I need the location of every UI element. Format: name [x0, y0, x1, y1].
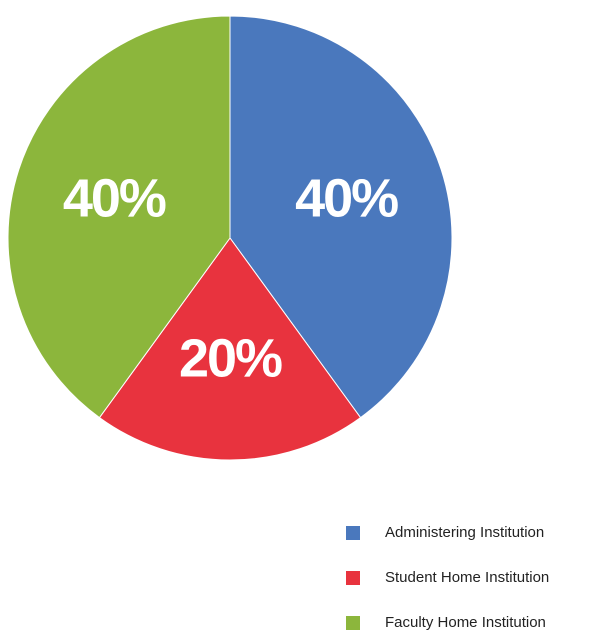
legend-label: Faculty Home Institution: [385, 614, 546, 631]
slice-label: 20%: [179, 328, 282, 388]
legend-label: Administering Institution: [385, 524, 544, 541]
legend-swatch: [346, 526, 360, 540]
pie-slice: [229, 15, 453, 419]
legend-swatch: [346, 616, 360, 630]
legend-swatch: [346, 571, 360, 585]
legend-label: Student Home Institution: [385, 569, 549, 586]
slice-label: 40%: [295, 169, 398, 229]
pie-slice: [98, 237, 362, 461]
pie-slice: [7, 15, 231, 419]
slice-label: 40%: [63, 169, 166, 229]
